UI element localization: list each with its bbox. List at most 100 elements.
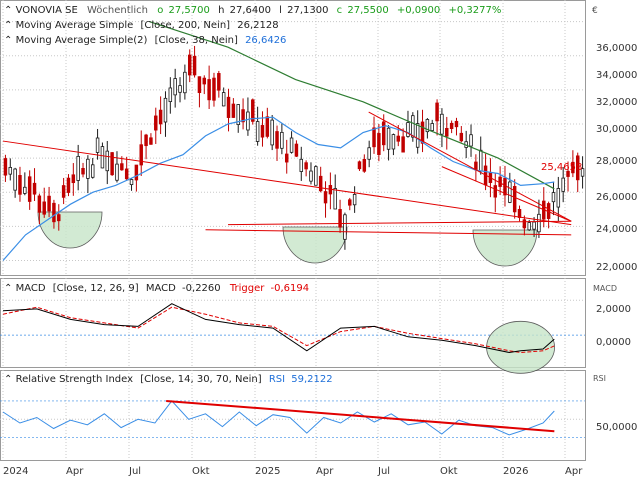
rsi-tick-label: 50,0000 <box>596 422 637 433</box>
candle-body <box>352 194 357 206</box>
candle-body <box>396 135 401 142</box>
macd-legend: ⌃ MACD [Close, 12, 26, 9] MACD -0,2260 T… <box>4 283 309 294</box>
sma38-line <box>2 116 555 261</box>
macd-line <box>2 303 555 354</box>
trigger-line <box>2 306 555 354</box>
price-layer <box>2 21 585 267</box>
candle-body <box>309 170 313 182</box>
candle-body <box>440 113 444 135</box>
candle-body <box>154 115 158 131</box>
candle-body <box>551 192 556 203</box>
candle-body <box>23 186 27 194</box>
price-tick-label: 28,0000 <box>596 156 637 167</box>
candle-body <box>37 195 42 213</box>
x-tick-label: Okt <box>440 466 458 477</box>
candle-body <box>367 147 371 160</box>
rsi-trendline <box>166 399 555 433</box>
candle-body <box>280 131 284 149</box>
low-value: 27,1300 <box>287 5 328 16</box>
sma38-legend: ⌃ Moving Average Simple(2) [Close, 38, N… <box>4 35 286 46</box>
candle-body <box>81 168 85 175</box>
candle-body <box>343 214 347 240</box>
candle-body <box>314 166 318 186</box>
open-label: o <box>157 5 163 16</box>
candle-body <box>61 185 66 198</box>
price-header-line: ⌃ VONOVIA SE Wöchentlich o 27,5700 h 27,… <box>4 5 501 16</box>
legend-chevron-icon: ⌃ <box>4 374 12 385</box>
candle-body <box>406 122 410 137</box>
candle-body <box>168 87 173 102</box>
candle-body <box>561 177 565 192</box>
candle-body <box>76 155 80 181</box>
candle-body <box>401 136 405 153</box>
x-tick-label: 2026 <box>503 466 528 477</box>
candle-body <box>512 186 517 213</box>
candle-body <box>115 163 119 181</box>
candle-body <box>226 96 231 118</box>
sma200-legend-params: [Close, 200, Nein] <box>140 20 230 31</box>
candle-body <box>71 174 76 184</box>
candle-body <box>90 164 95 178</box>
change-pct-value: +0,3277% <box>448 5 501 16</box>
price-tick-label: 32,0000 <box>596 97 637 108</box>
candle-body <box>57 214 61 222</box>
candle-body <box>284 153 289 163</box>
candle-body <box>275 131 279 149</box>
open-value: 27,5700 <box>169 5 210 16</box>
candle-body <box>217 73 221 91</box>
candle-body <box>178 85 182 93</box>
pane-frame <box>0 370 586 461</box>
candle-body <box>377 133 381 155</box>
x-tick-label: Apr <box>66 466 84 477</box>
candle-body <box>231 103 236 118</box>
trendline <box>2 140 572 226</box>
candle-body <box>95 137 100 153</box>
candle-body <box>566 170 570 177</box>
candle-body <box>522 219 527 229</box>
candle-body <box>517 209 522 218</box>
macd-tick-label: 0,0000 <box>596 337 631 348</box>
price-level-label: 25,4658 <box>541 162 582 173</box>
rsi-legend-value: 59,2122 <box>291 374 332 385</box>
sma200-legend-value: 26,2128 <box>237 20 278 31</box>
candle-body <box>66 177 71 193</box>
candle-body <box>425 119 430 133</box>
candle-body <box>149 137 153 145</box>
change-value: +0,0900 <box>397 5 440 16</box>
candle-body <box>144 134 148 147</box>
sma38-legend-value: 26,6426 <box>245 35 286 46</box>
candle-body <box>32 182 37 195</box>
trendline <box>368 111 572 222</box>
currency-label: € <box>592 6 598 16</box>
candle-body <box>13 168 17 191</box>
rsi-axis-title: RSI <box>593 374 606 383</box>
legend-chevron-icon: ⌃ <box>4 283 12 294</box>
price-tick-label: 22,0000 <box>596 262 637 273</box>
candle-body <box>575 155 580 181</box>
candle-body <box>304 162 308 170</box>
macd-layer <box>0 299 585 374</box>
macd-legend-title: MACD <box>16 283 46 294</box>
candle-body <box>299 158 304 172</box>
candle-body <box>372 127 376 148</box>
trendline <box>228 220 572 226</box>
candle-body <box>323 191 328 204</box>
candle-body <box>527 222 531 231</box>
price-tick-label: 30,0000 <box>596 124 637 135</box>
x-tick-label: 2025 <box>255 466 280 477</box>
candle-body <box>270 119 274 146</box>
candle-body <box>357 161 362 170</box>
candle-body <box>3 158 8 176</box>
macd-axis-title: MACD <box>593 284 617 293</box>
candle-body <box>47 195 51 212</box>
macd-legend-name: MACD <box>146 283 176 294</box>
candle-body <box>207 79 211 101</box>
candle-body <box>251 99 255 122</box>
candle-body <box>139 144 143 166</box>
candle-body <box>260 125 265 138</box>
candle-body <box>173 78 177 96</box>
macd-legend-params: [Close, 12, 26, 9] <box>53 283 139 294</box>
candle-body <box>8 167 13 175</box>
candle-body <box>391 134 396 150</box>
